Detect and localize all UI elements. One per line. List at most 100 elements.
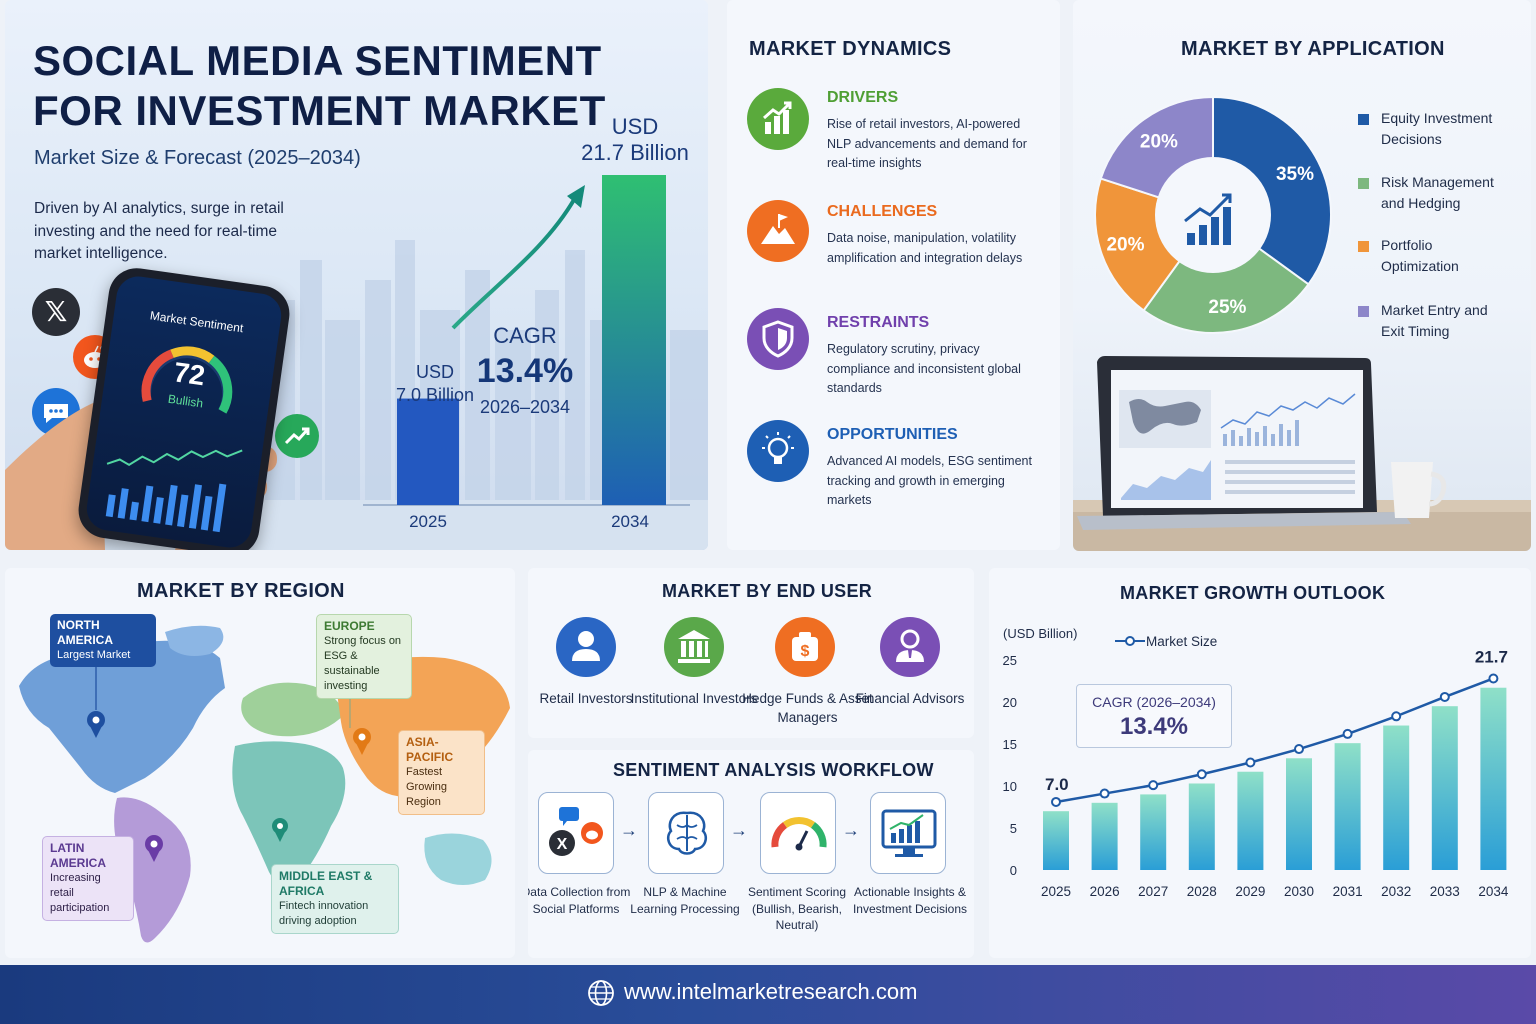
growth-bar-2026: [1091, 802, 1118, 870]
region-panel: MARKET BY REGION NORTH AMERICA Largest M…: [5, 568, 515, 958]
hero-2025-value: 7.0 Billion: [395, 385, 475, 405]
europe-note: Strong focus on ESG & sustainable invest…: [324, 635, 402, 692]
hero-bar-2034: [602, 175, 666, 505]
financial-advisors-label: Financial Advisors: [855, 691, 965, 706]
application-donut-chart: 35% 25% 20% 20%: [1094, 95, 1332, 334]
hero-2025-usd: USD: [415, 362, 454, 382]
x-tick-2030: 2030: [1284, 884, 1314, 899]
end-user-panel: MARKET BY END USER Retail Investors Inst…: [528, 568, 974, 738]
hero-year-2025: 2025: [409, 512, 447, 531]
insights-label: Actionable Insights & Investment Decisio…: [852, 885, 968, 916]
phone-device: Market Sentiment 72 Bullish: [74, 264, 294, 550]
restraints-text: Regulatory scrutiny, privacy compliance …: [827, 342, 1021, 395]
drivers-heading: DRIVERS: [827, 89, 899, 106]
legend-label-risk: Risk Management and Hedging: [1381, 174, 1494, 211]
footer-website-link[interactable]: www.intelmarketresearch.com: [624, 979, 918, 1004]
europe-callout: EUROPE Strong focus on ESG & sustainable…: [316, 614, 412, 699]
x-tick-2032: 2032: [1381, 884, 1411, 899]
growth-legend-marker: [1115, 636, 1145, 646]
market-dynamics-panel: MARKET DYNAMICS DRIVERS Rise of retail i…: [727, 0, 1060, 550]
data-collection-step-box: X: [538, 792, 614, 874]
opportunities-heading: OPPORTUNITIES: [827, 426, 958, 443]
growth-arrowhead: [567, 185, 585, 208]
growth-arrow: [451, 196, 577, 330]
institutional-building-icon: [664, 617, 724, 677]
pie-slice-2: [1142, 213, 1310, 334]
phone-screen: Market Sentiment 72 Bullish: [83, 273, 285, 550]
footer-bar: www.intelmarketresearch.com: [0, 965, 1536, 1024]
workflow-arrow-3: →: [842, 820, 860, 840]
hero-year-2034: 2034: [611, 512, 649, 531]
x-tick-2031: 2031: [1333, 884, 1363, 899]
hero-bar-chart: [363, 175, 690, 506]
hedge-fund-moneybag-icon: $: [775, 617, 835, 677]
workflow-arrow-2: →: [730, 820, 748, 840]
growth-point-2031: [1342, 728, 1353, 739]
legend-label-portfolio: Portfolio Optimization: [1381, 237, 1459, 274]
legend-swatch-timing: [1358, 306, 1369, 317]
growth-cagr-box: CAGR (2026–2034) 13.4%: [1076, 684, 1232, 748]
north-america-note: Largest Market: [57, 649, 131, 661]
europe-name: EUROPE: [324, 619, 375, 633]
growth-point-2032: [1391, 711, 1402, 722]
dynamics-title: MARKET DYNAMICS: [749, 38, 952, 60]
growth-bar-2033: [1431, 706, 1458, 870]
restraints-heading: RESTRAINTS: [827, 314, 930, 331]
growth-bar-2031: [1334, 743, 1361, 870]
hero-cagr-value: 13.4%: [476, 352, 574, 390]
pie-slice-1: [1212, 95, 1332, 286]
mea-name: MIDDLE EAST & AFRICA: [279, 869, 373, 898]
workflow-panel: SENTIMENT ANALYSIS WORKFLOW X → → → Data…: [528, 750, 974, 958]
mea-pin: [272, 818, 288, 842]
hero-2034-usd: USD: [611, 114, 659, 139]
opportunities-text: Advanced AI models, ESG sentiment tracki…: [827, 454, 1032, 507]
growth-title: MARKET GROWTH OUTLOOK: [1120, 583, 1386, 603]
nlp-step-box: [648, 792, 724, 874]
x-tick-2028: 2028: [1187, 884, 1217, 899]
latin-america-note: Increasing retail participation: [50, 872, 110, 914]
legend-swatch-risk: [1358, 178, 1369, 189]
x-tick-2029: 2029: [1235, 884, 1265, 899]
latin-america-callout: LATIN AMERICA Increasing retail particip…: [42, 836, 134, 921]
x-tick-2033: 2033: [1430, 884, 1460, 899]
workflow-arrow-1: →: [620, 820, 638, 840]
growth-bar-2027: [1140, 794, 1167, 870]
phone-title: Market Sentiment: [149, 308, 245, 336]
scoring-label: Sentiment Scoring (Bullish, Bearish, Neu…: [747, 885, 847, 932]
retail-investors-label: Retail Investors: [539, 691, 633, 706]
growth-line: [1055, 677, 1494, 804]
asia-pacific-callout: ASIA-PACIFIC Fastest Growing Region: [398, 730, 485, 815]
growth-point-2030: [1294, 744, 1304, 755]
x-tick-2026: 2026: [1090, 884, 1120, 899]
sentiment-gauge: [141, 346, 233, 414]
y-tick-0: 0: [1010, 863, 1017, 878]
map-north-america: [19, 640, 225, 793]
asia-pacific-name: ASIA-PACIFIC: [406, 735, 454, 764]
map-greenland: [165, 625, 224, 656]
map-latin-america: [114, 797, 191, 943]
growth-point-2026: [1099, 788, 1110, 799]
workflow-title: SENTIMENT ANALYSIS WORKFLOW: [613, 760, 934, 780]
challenges-text: Data noise, manipulation, volatility amp…: [827, 231, 1023, 265]
growth-point-2027: [1148, 780, 1159, 791]
restraints-shield-icon: [747, 308, 809, 370]
hero-cagr-period: 2026–2034: [479, 397, 571, 417]
opportunities-lightbulb-icon: [747, 420, 809, 482]
challenges-mountain-icon: [747, 200, 809, 262]
growth-bar-2034: [1480, 687, 1507, 870]
pie-label-3: 20%: [1106, 234, 1144, 255]
retail-investor-person-icon: [556, 617, 616, 677]
laptop-illustration: [1073, 356, 1531, 551]
legend-swatch-portfolio: [1358, 241, 1369, 252]
growth-panel: MARKET GROWTH OUTLOOK (USD Billion) Mark…: [989, 568, 1531, 958]
mea-note: Fintech innovation driving adoption: [279, 900, 369, 927]
donut-center-chart-icon: [1184, 193, 1232, 245]
growth-legend-label: Market Size: [1146, 634, 1218, 649]
x-tick-2027: 2027: [1138, 884, 1168, 899]
hero-subtitle: Market Size & Forecast (2025–2034): [34, 147, 361, 169]
x-tick-2034: 2034: [1478, 884, 1509, 899]
hero-title: SOCIAL MEDIA SENTIMENT FOR INVESTMENT MA…: [33, 37, 606, 134]
scoring-step-box: [760, 792, 836, 874]
hero-cagr-label: CAGR: [493, 323, 557, 348]
